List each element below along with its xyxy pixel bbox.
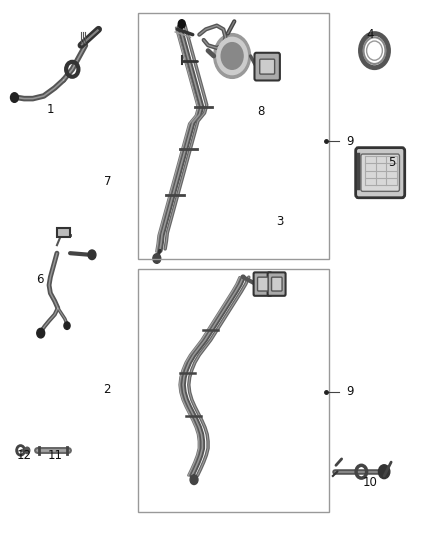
Bar — [57, 228, 70, 237]
Text: 2: 2 — [103, 383, 111, 395]
FancyBboxPatch shape — [361, 154, 399, 191]
Circle shape — [153, 254, 161, 263]
FancyBboxPatch shape — [254, 53, 280, 80]
Circle shape — [11, 93, 18, 102]
Circle shape — [178, 20, 185, 28]
Text: 10: 10 — [363, 476, 378, 489]
Text: 3: 3 — [277, 215, 284, 228]
Bar — [138, 13, 328, 259]
FancyBboxPatch shape — [356, 148, 405, 198]
Text: 9: 9 — [346, 385, 354, 398]
FancyBboxPatch shape — [254, 272, 272, 296]
Circle shape — [190, 475, 198, 484]
Text: 6: 6 — [35, 273, 43, 286]
Text: 11: 11 — [47, 449, 62, 462]
Text: 1: 1 — [46, 103, 54, 116]
Text: 7: 7 — [103, 175, 111, 188]
Circle shape — [214, 34, 251, 78]
Circle shape — [37, 328, 45, 338]
Circle shape — [217, 37, 247, 75]
Circle shape — [25, 447, 30, 454]
Text: 4: 4 — [366, 28, 374, 41]
Text: 9: 9 — [346, 135, 354, 148]
FancyBboxPatch shape — [260, 59, 275, 74]
Text: 12: 12 — [17, 449, 32, 462]
Circle shape — [221, 43, 243, 69]
FancyBboxPatch shape — [258, 277, 268, 291]
Circle shape — [88, 250, 96, 260]
Circle shape — [378, 465, 390, 479]
Circle shape — [64, 322, 70, 329]
Text: 5: 5 — [389, 156, 396, 169]
Text: 8: 8 — [257, 106, 264, 118]
FancyBboxPatch shape — [268, 272, 286, 296]
Bar — [138, 269, 328, 512]
FancyBboxPatch shape — [272, 277, 282, 291]
